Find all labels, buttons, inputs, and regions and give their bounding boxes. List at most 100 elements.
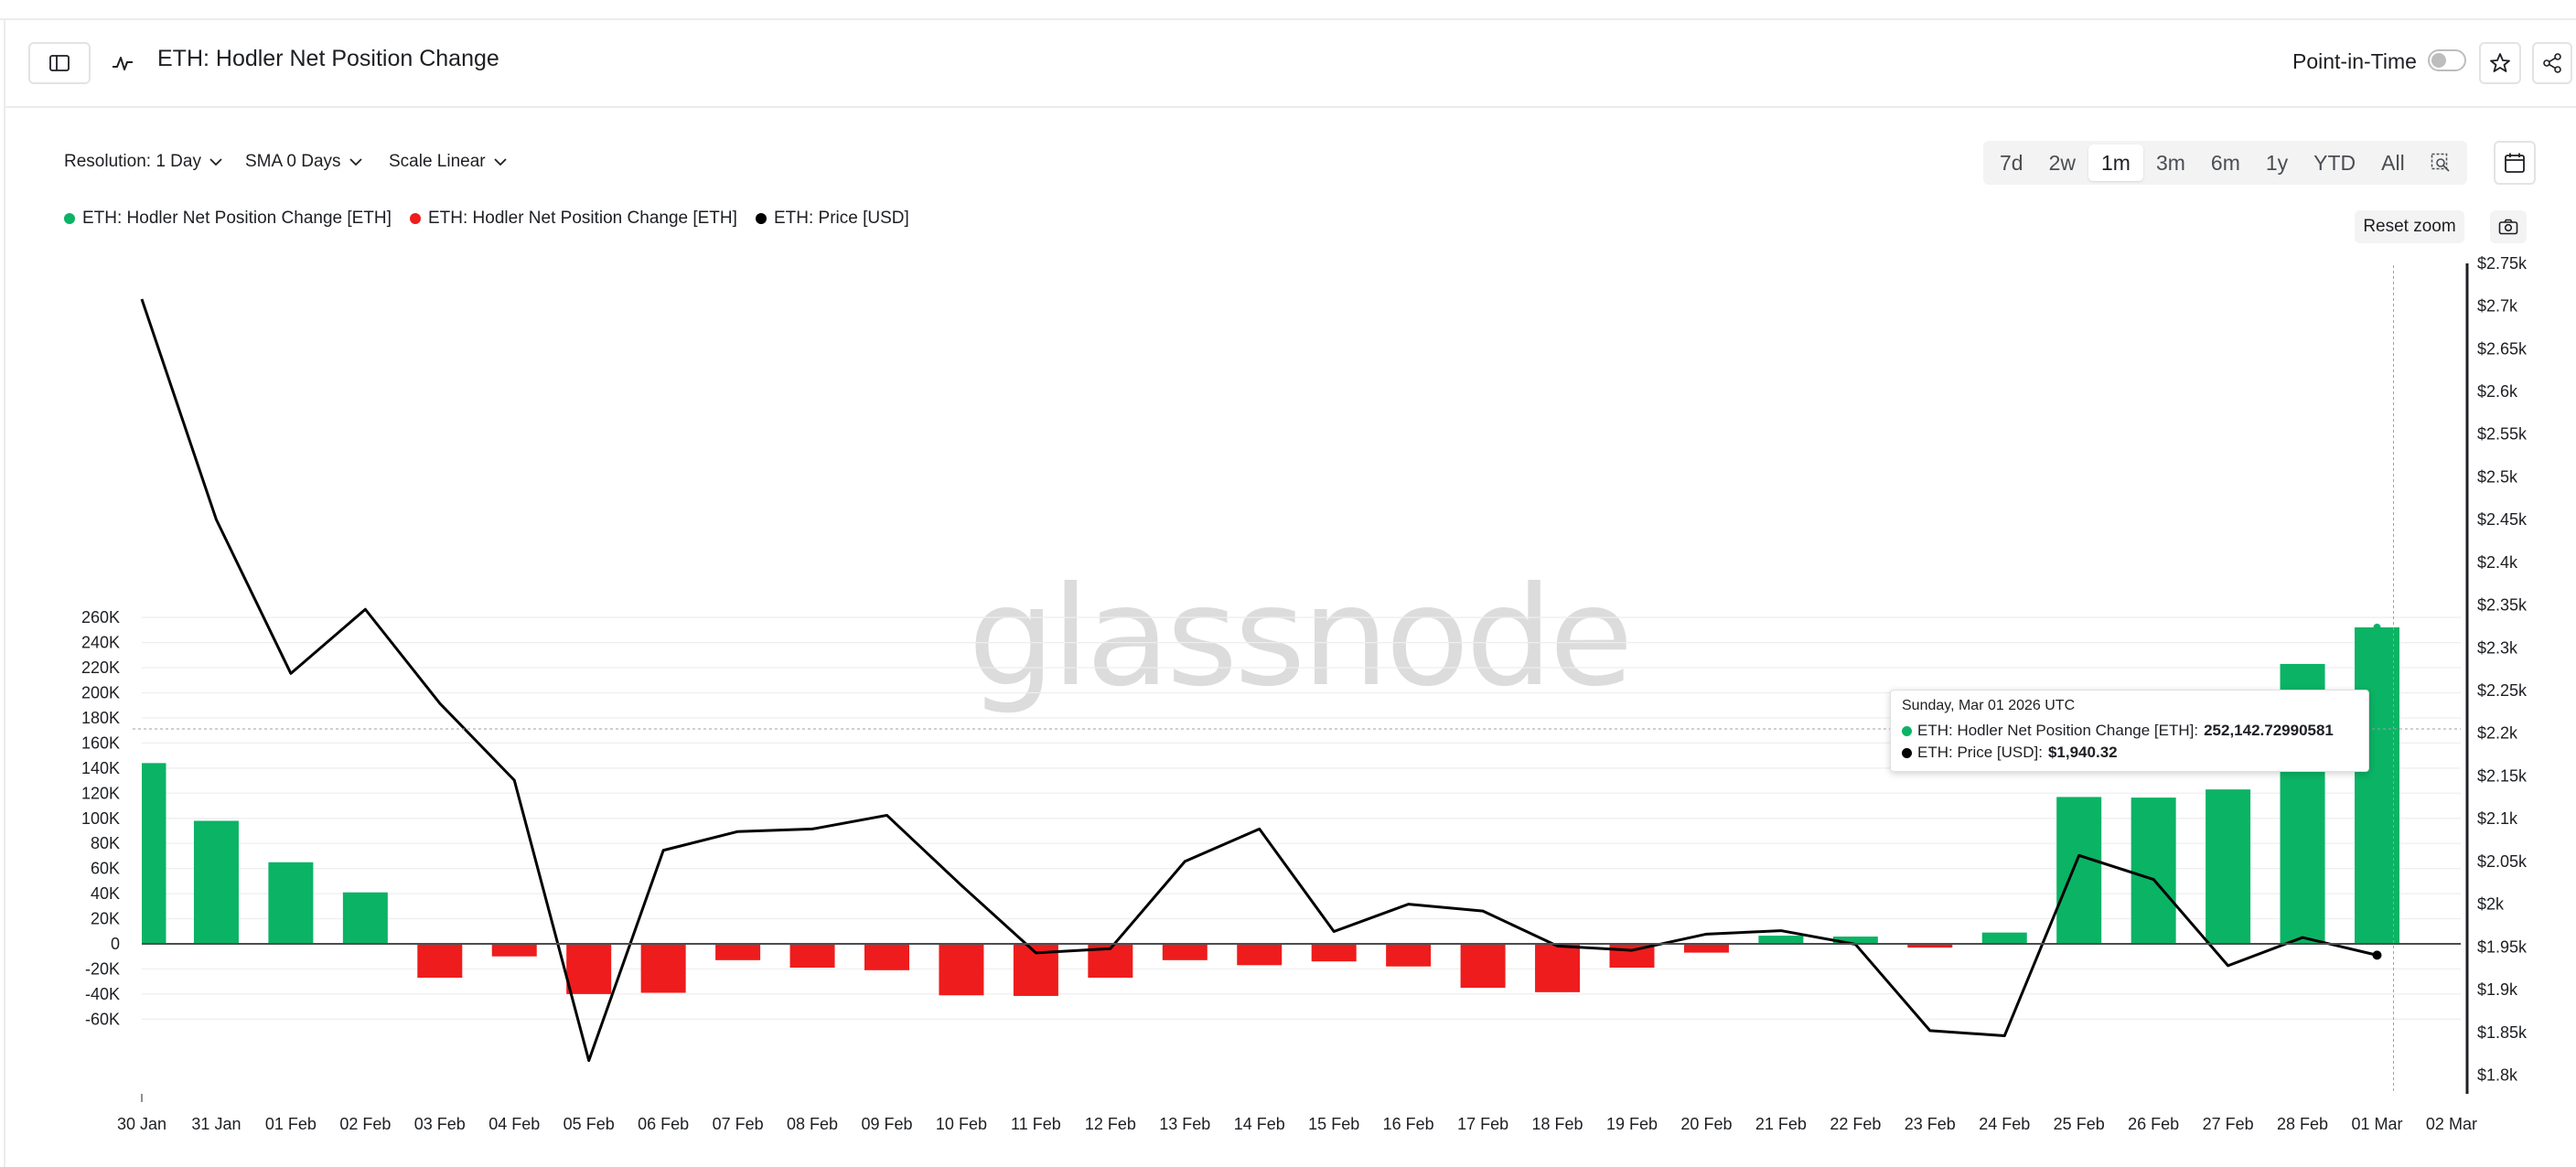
bar-negative — [939, 944, 984, 996]
tooltip-row-price: ETH: Price [USD]: $1,940.32 — [1902, 742, 2357, 764]
bar-negative — [1237, 944, 1283, 966]
legend-item-price[interactable]: ETH: Price [USD] — [756, 209, 909, 229]
chevron-down-icon — [209, 158, 222, 166]
legend-item-positive[interactable]: ETH: Hodler Net Position Change [ETH] — [64, 209, 392, 229]
camera-icon — [2498, 219, 2518, 235]
page-title: ETH: Hodler Net Position Change — [157, 46, 499, 71]
y-left-tick-label: 40K — [91, 884, 120, 903]
x-tick-label: 23 Feb — [1905, 1115, 1956, 1133]
y-left-tick-label: 0 — [111, 935, 120, 953]
y-right-tick-label: $2.3k — [2477, 638, 2518, 657]
favorite-button[interactable] — [2479, 42, 2521, 84]
y-right-tick-label: $2.75k — [2477, 254, 2528, 273]
watermark: glassnode — [968, 558, 1629, 717]
y-left-tick-label: -40K — [85, 985, 120, 1003]
bar-negative — [417, 944, 463, 979]
tooltip-dot-green — [1902, 725, 1912, 736]
bar-negative — [566, 944, 612, 994]
y-left-tick-label: 60K — [91, 860, 120, 878]
sidebar-toggle-button[interactable] — [28, 42, 91, 84]
y-right-tick-label: $2.25k — [2477, 681, 2528, 700]
x-tick-label: 17 Feb — [1457, 1115, 1508, 1133]
legend-label: ETH: Hodler Net Position Change [ETH] — [428, 209, 737, 228]
range-1m[interactable]: 1m — [2088, 145, 2143, 181]
x-tick-label: 04 Feb — [488, 1115, 540, 1133]
y-right-tick-label: $2.15k — [2477, 766, 2528, 785]
legend-item-negative[interactable]: ETH: Hodler Net Position Change [ETH] — [410, 209, 737, 229]
y-right-tick-label: $1.85k — [2477, 1023, 2528, 1042]
chart-header: ETH: Hodler Net Position Change Point-in… — [5, 20, 2576, 108]
share-icon — [2543, 53, 2561, 73]
bar-negative — [1683, 944, 1729, 953]
range-2w[interactable]: 2w — [2048, 150, 2076, 175]
sidebar-icon — [49, 55, 70, 71]
y-right-tick-label: $1.8k — [2477, 1066, 2518, 1085]
range-1y[interactable]: 1y — [2265, 150, 2289, 175]
y-left-tick-label: 180K — [81, 709, 120, 727]
range-3m[interactable]: 3m — [2155, 150, 2185, 175]
scale-dropdown[interactable]: Scale Linear — [389, 152, 508, 172]
y-left-tick-label: 220K — [81, 658, 120, 677]
y-right-tick-label: $1.95k — [2477, 937, 2528, 956]
range-6m[interactable]: 6m — [2210, 150, 2240, 175]
y-left-tick-label: 140K — [81, 759, 120, 777]
bar-positive — [342, 892, 388, 944]
x-tick-label: 16 Feb — [1383, 1115, 1434, 1133]
bar-positive — [1981, 932, 2027, 944]
y-right-tick-label: $2.05k — [2477, 852, 2528, 871]
chevron-down-icon — [493, 158, 507, 166]
x-tick-label: 09 Feb — [861, 1115, 912, 1133]
x-tick-label: 13 Feb — [1159, 1115, 1210, 1133]
reset-zoom-button[interactable]: Reset zoom — [2355, 210, 2464, 243]
bar-positive — [142, 763, 166, 944]
chevron-down-icon — [349, 158, 362, 166]
x-tick-label: 24 Feb — [1979, 1115, 2030, 1133]
tooltip-label: ETH: Hodler Net Position Change [ETH]: — [1917, 722, 2199, 739]
point-in-time-toggle[interactable] — [2428, 49, 2466, 71]
x-tick-label: 28 Feb — [2277, 1115, 2328, 1133]
zoom-select-button[interactable] — [2418, 145, 2463, 181]
tooltip: Sunday, Mar 01 2026 UTC ETH: Hodler Net … — [1890, 690, 2369, 772]
bar-positive — [2355, 626, 2399, 944]
x-tick-label: 12 Feb — [1085, 1115, 1136, 1133]
zoom-select-icon — [2431, 153, 2450, 172]
bar-negative — [864, 944, 909, 970]
bar-highlight-point — [2373, 623, 2381, 631]
x-tick-label: 19 Feb — [1606, 1115, 1658, 1133]
calendar-button[interactable] — [2494, 141, 2536, 185]
point-in-time-label: Point-in-Time — [2292, 49, 2417, 73]
legend-dot-green — [64, 213, 75, 224]
x-tick-label: 31 Jan — [191, 1115, 241, 1133]
x-tick-label: 02 Feb — [339, 1115, 391, 1133]
tooltip-dot-black — [1902, 747, 1912, 758]
top-bar — [0, 0, 2576, 20]
bar-positive — [1758, 936, 1804, 944]
x-tick-label: 21 Feb — [1755, 1115, 1807, 1133]
x-tick-label: 22 Feb — [1830, 1115, 1881, 1133]
scale-label: Scale Linear — [389, 152, 486, 171]
tooltip-date: Sunday, Mar 01 2026 UTC — [1902, 698, 2076, 713]
screenshot-button[interactable] — [2490, 210, 2527, 243]
bar-positive — [193, 820, 239, 944]
legend-label: ETH: Hodler Net Position Change [ETH] — [82, 209, 392, 228]
x-tick-label: 11 Feb — [1011, 1115, 1061, 1133]
resolution-dropdown[interactable]: Resolution: 1 Day — [64, 152, 223, 172]
x-tick-label: 01 Feb — [265, 1115, 317, 1133]
range-7d[interactable]: 7d — [2000, 150, 2023, 175]
price-point — [2372, 950, 2382, 960]
range-ytd[interactable]: YTD — [2313, 150, 2356, 175]
y-left-tick-label: 160K — [81, 733, 120, 752]
price-line — [140, 298, 2377, 1063]
x-tick-label: 08 Feb — [787, 1115, 838, 1133]
range-all[interactable]: All — [2381, 150, 2405, 175]
x-tick-label: 03 Feb — [414, 1115, 466, 1133]
share-button[interactable] — [2532, 42, 2572, 84]
x-tick-label: 14 Feb — [1234, 1115, 1285, 1133]
y-right-tick-label: $2.7k — [2477, 297, 2518, 316]
sma-dropdown[interactable]: SMA 0 Days — [245, 152, 363, 172]
x-tick-label: 26 Feb — [2128, 1115, 2179, 1133]
y-right-tick-label: $2.65k — [2477, 339, 2528, 358]
x-tick-label: 05 Feb — [564, 1115, 615, 1133]
y-right-tick-label: $1.9k — [2477, 980, 2518, 999]
